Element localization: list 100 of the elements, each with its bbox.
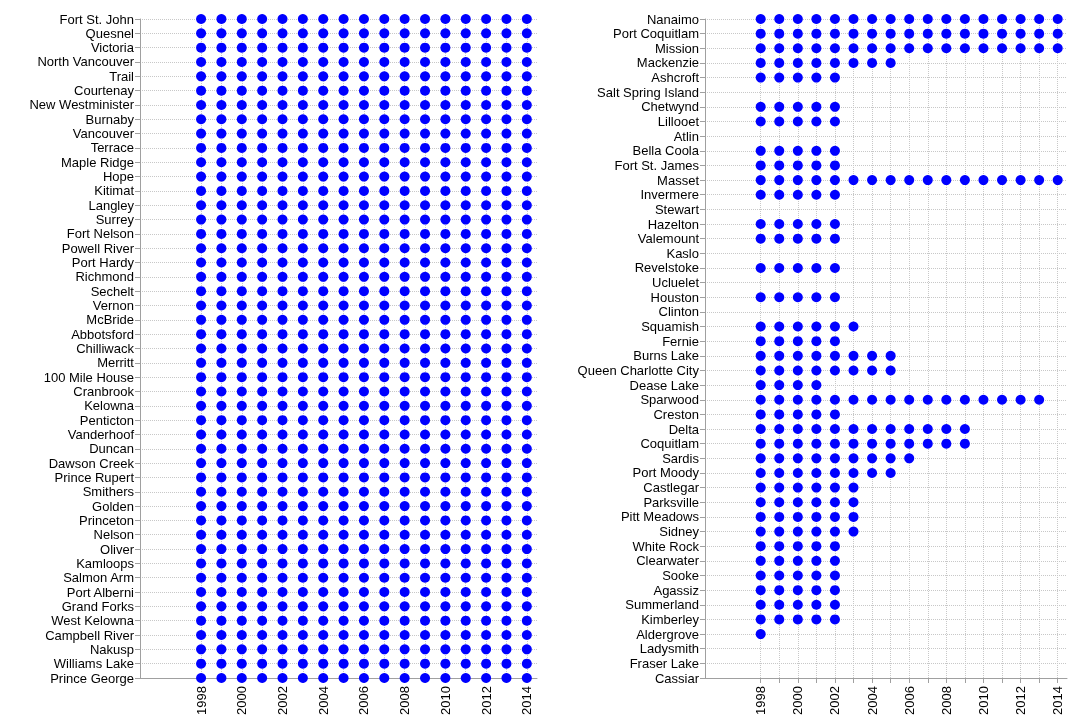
point bbox=[358, 630, 369, 641]
point bbox=[196, 429, 207, 440]
point bbox=[460, 357, 471, 368]
point bbox=[792, 438, 803, 449]
point bbox=[318, 529, 329, 540]
y-tick-label: Sidney bbox=[659, 524, 700, 540]
point bbox=[399, 601, 410, 612]
point bbox=[216, 71, 227, 82]
point bbox=[848, 424, 859, 435]
point bbox=[829, 585, 840, 596]
point bbox=[399, 644, 410, 655]
point bbox=[997, 394, 1008, 405]
point bbox=[420, 501, 431, 512]
point bbox=[358, 386, 369, 397]
point bbox=[755, 189, 766, 200]
point bbox=[379, 587, 390, 598]
point bbox=[399, 458, 410, 469]
x-tick-label: 2008 bbox=[397, 686, 413, 715]
point bbox=[257, 357, 268, 368]
point bbox=[277, 443, 288, 454]
point bbox=[440, 56, 451, 67]
x-tick-label: 2004 bbox=[315, 686, 331, 715]
point bbox=[236, 529, 247, 540]
point bbox=[755, 394, 766, 405]
y-tick-label: Victoria bbox=[90, 40, 135, 56]
y-tick-label: Kitimat bbox=[94, 183, 135, 199]
point bbox=[521, 458, 532, 469]
point bbox=[358, 515, 369, 526]
point bbox=[755, 350, 766, 361]
point bbox=[196, 515, 207, 526]
point bbox=[196, 157, 207, 168]
point bbox=[216, 658, 227, 669]
point bbox=[196, 486, 207, 497]
point bbox=[460, 372, 471, 383]
point bbox=[440, 501, 451, 512]
point bbox=[338, 644, 349, 655]
y-tick-label: Duncan bbox=[89, 441, 134, 457]
point bbox=[978, 28, 989, 39]
point bbox=[196, 243, 207, 254]
point bbox=[922, 438, 933, 449]
point bbox=[236, 501, 247, 512]
point bbox=[236, 71, 247, 82]
point bbox=[277, 415, 288, 426]
point bbox=[297, 630, 308, 641]
point bbox=[277, 615, 288, 626]
point bbox=[216, 544, 227, 555]
point bbox=[297, 271, 308, 282]
point bbox=[501, 185, 512, 196]
point bbox=[420, 286, 431, 297]
point bbox=[521, 415, 532, 426]
point bbox=[399, 429, 410, 440]
y-tick-label: Merritt bbox=[97, 355, 135, 371]
point bbox=[318, 228, 329, 239]
point bbox=[318, 644, 329, 655]
point bbox=[481, 515, 492, 526]
point bbox=[521, 157, 532, 168]
point bbox=[811, 14, 822, 24]
point bbox=[297, 85, 308, 96]
point bbox=[885, 467, 896, 478]
point bbox=[774, 409, 785, 420]
point bbox=[792, 614, 803, 625]
point bbox=[236, 185, 247, 196]
point bbox=[460, 501, 471, 512]
point bbox=[481, 357, 492, 368]
point bbox=[792, 599, 803, 610]
point bbox=[277, 228, 288, 239]
point bbox=[216, 28, 227, 39]
point bbox=[236, 615, 247, 626]
point bbox=[829, 570, 840, 581]
point bbox=[460, 228, 471, 239]
point bbox=[792, 467, 803, 478]
point bbox=[481, 99, 492, 110]
point bbox=[257, 587, 268, 598]
point bbox=[216, 142, 227, 153]
point bbox=[481, 644, 492, 655]
point bbox=[277, 14, 288, 24]
point bbox=[460, 558, 471, 569]
point bbox=[755, 14, 766, 24]
point bbox=[358, 429, 369, 440]
point bbox=[257, 128, 268, 139]
point bbox=[941, 424, 952, 435]
point bbox=[460, 443, 471, 454]
y-tick-label: Maple Ridge bbox=[61, 154, 134, 170]
point bbox=[236, 458, 247, 469]
point bbox=[440, 415, 451, 426]
point bbox=[399, 386, 410, 397]
point bbox=[257, 300, 268, 311]
point bbox=[521, 443, 532, 454]
point bbox=[521, 501, 532, 512]
point bbox=[277, 587, 288, 598]
point bbox=[440, 99, 451, 110]
point bbox=[440, 171, 451, 182]
y-tick-label: North Vancouver bbox=[37, 54, 135, 70]
point bbox=[774, 145, 785, 156]
point bbox=[277, 515, 288, 526]
y-tick-label: Terrace bbox=[90, 140, 134, 156]
point bbox=[420, 185, 431, 196]
point bbox=[440, 85, 451, 96]
point bbox=[1015, 43, 1026, 54]
point bbox=[811, 541, 822, 552]
